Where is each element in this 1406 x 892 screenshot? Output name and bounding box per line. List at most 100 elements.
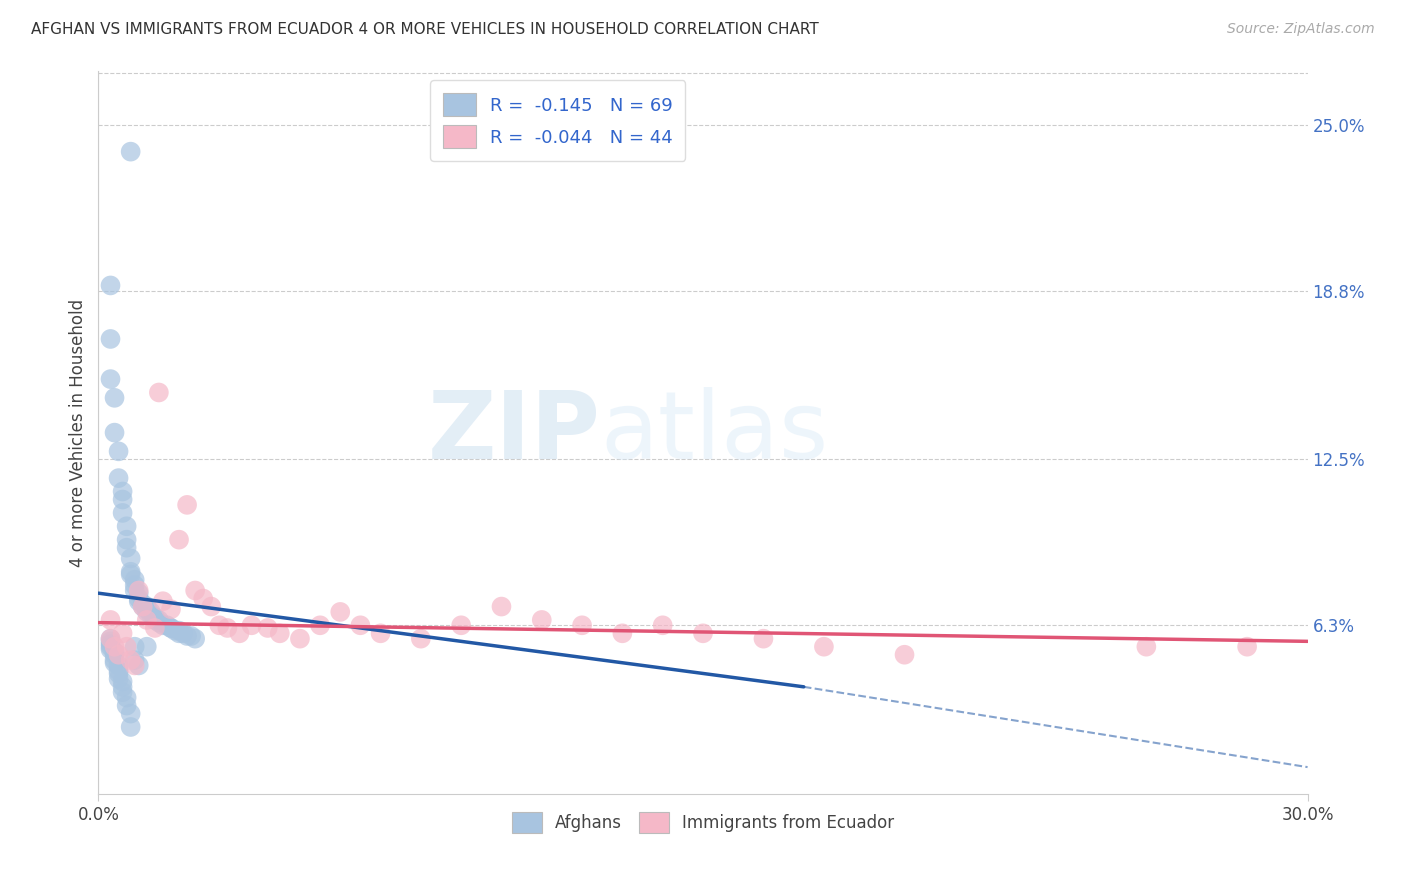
Point	[139, 607, 162, 622]
Point	[172, 626, 194, 640]
Point	[107, 666, 129, 681]
Point	[132, 599, 155, 614]
Point	[100, 632, 122, 646]
Point	[167, 626, 190, 640]
Point	[256, 621, 278, 635]
Point	[176, 498, 198, 512]
Point	[100, 372, 122, 386]
Point	[100, 642, 122, 657]
Point	[128, 583, 150, 598]
Point	[813, 640, 835, 654]
Point	[1236, 640, 1258, 654]
Point	[152, 594, 174, 608]
Point	[143, 610, 166, 624]
Point	[103, 425, 125, 440]
Point	[115, 690, 138, 705]
Y-axis label: 4 or more Vehicles in Household: 4 or more Vehicles in Household	[69, 299, 87, 566]
Point	[752, 632, 775, 646]
Text: ZIP: ZIP	[427, 386, 600, 479]
Point	[111, 680, 134, 694]
Point	[139, 605, 162, 619]
Point	[200, 599, 222, 614]
Point	[100, 640, 122, 654]
Point	[288, 632, 311, 646]
Point	[309, 618, 332, 632]
Point	[107, 471, 129, 485]
Point	[184, 583, 207, 598]
Point	[124, 583, 146, 598]
Text: AFGHAN VS IMMIGRANTS FROM ECUADOR 4 OR MORE VEHICLES IN HOUSEHOLD CORRELATION CH: AFGHAN VS IMMIGRANTS FROM ECUADOR 4 OR M…	[31, 22, 818, 37]
Text: Source: ZipAtlas.com: Source: ZipAtlas.com	[1227, 22, 1375, 37]
Point	[111, 506, 134, 520]
Point	[128, 591, 150, 606]
Point	[128, 594, 150, 608]
Point	[100, 632, 122, 646]
Point	[160, 602, 183, 616]
Point	[100, 637, 122, 651]
Point	[100, 613, 122, 627]
Point	[100, 332, 122, 346]
Point	[128, 586, 150, 600]
Point	[160, 621, 183, 635]
Point	[269, 626, 291, 640]
Point	[115, 640, 138, 654]
Point	[651, 618, 673, 632]
Point	[135, 640, 157, 654]
Point	[128, 658, 150, 673]
Point	[120, 653, 142, 667]
Point	[148, 613, 170, 627]
Point	[148, 385, 170, 400]
Point	[103, 653, 125, 667]
Point	[409, 632, 432, 646]
Point	[152, 618, 174, 632]
Point	[135, 613, 157, 627]
Point	[193, 591, 215, 606]
Point	[124, 658, 146, 673]
Point	[167, 533, 190, 547]
Point	[111, 674, 134, 689]
Point	[228, 626, 250, 640]
Point	[120, 145, 142, 159]
Legend: Afghans, Immigrants from Ecuador: Afghans, Immigrants from Ecuador	[505, 805, 901, 839]
Point	[156, 618, 179, 632]
Point	[124, 578, 146, 592]
Point	[124, 653, 146, 667]
Point	[240, 618, 263, 632]
Point	[115, 519, 138, 533]
Point	[100, 634, 122, 648]
Point	[115, 533, 138, 547]
Point	[893, 648, 915, 662]
Point	[107, 648, 129, 662]
Point	[103, 648, 125, 662]
Point	[120, 551, 142, 566]
Point	[103, 645, 125, 659]
Point	[135, 605, 157, 619]
Point	[143, 621, 166, 635]
Point	[103, 656, 125, 670]
Point	[160, 621, 183, 635]
Point	[163, 624, 186, 638]
Point	[491, 599, 513, 614]
Point	[111, 484, 134, 499]
Point	[120, 706, 142, 721]
Point	[132, 599, 155, 614]
Point	[329, 605, 352, 619]
Point	[132, 597, 155, 611]
Point	[107, 664, 129, 678]
Point	[208, 618, 231, 632]
Point	[1135, 640, 1157, 654]
Point	[571, 618, 593, 632]
Point	[692, 626, 714, 640]
Point	[176, 629, 198, 643]
Point	[135, 602, 157, 616]
Point	[530, 613, 553, 627]
Point	[370, 626, 392, 640]
Point	[120, 567, 142, 582]
Point	[180, 629, 202, 643]
Point	[107, 658, 129, 673]
Point	[111, 685, 134, 699]
Point	[120, 720, 142, 734]
Point	[124, 573, 146, 587]
Point	[107, 444, 129, 458]
Point	[450, 618, 472, 632]
